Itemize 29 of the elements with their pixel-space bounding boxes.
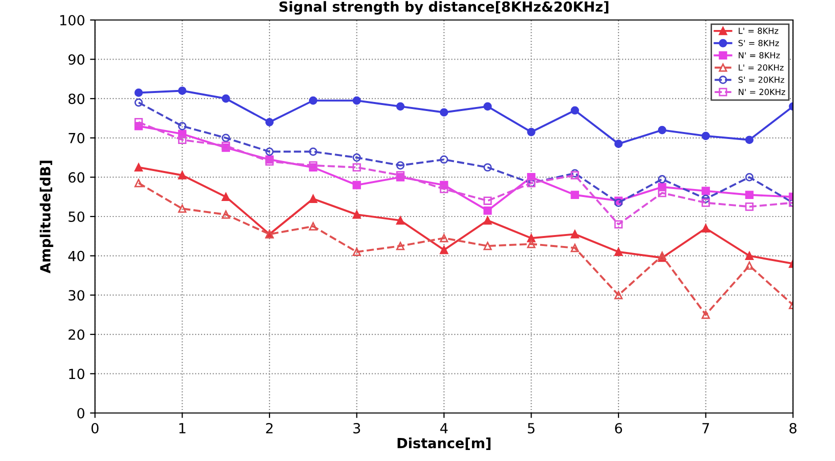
chart-title: Signal strength by distance[8KHz&20KHz] (279, 1, 608, 15)
legend-label: N' = 8KHz (738, 52, 780, 58)
x-tick-label: 3 (353, 422, 360, 434)
legend-label: S' = 8KHz (738, 40, 779, 46)
x-tick-label: 1 (179, 423, 186, 434)
y-tick-label: 100 (60, 14, 84, 26)
legend-label: L' = 20KHz (738, 64, 784, 71)
y-tick-label: 90 (68, 54, 84, 65)
legend-label: N' = 20KHz (738, 88, 786, 96)
y-tick-label: 50 (68, 211, 84, 222)
x-tick-label: 2 (266, 422, 273, 434)
y-tick-label: 30 (68, 290, 84, 301)
x-tick-label: 0 (91, 422, 98, 434)
x-tick-label: 8 (790, 422, 796, 434)
y-axis-title: Amplitude[dB] (40, 160, 54, 274)
y-tick-label: 20 (68, 329, 84, 340)
legend-label: L' = 8KHz (738, 28, 778, 34)
x-tick-label: 5 (528, 423, 534, 434)
y-tick-label: 10 (69, 368, 84, 380)
y-tick-label: 0 (77, 408, 84, 418)
x-tick-label: 7 (702, 423, 709, 434)
x-tick-label: 4 (440, 423, 448, 434)
y-tick-label: 70 (68, 132, 84, 144)
y-tick-label: 40 (68, 250, 84, 262)
legend-label: S' = 20KHz (738, 76, 784, 83)
x-tick-label: 6 (615, 422, 622, 434)
y-tick-label: 80 (68, 94, 84, 104)
y-tick-label: 60 (68, 172, 84, 183)
x-axis-title: Distance[m] (398, 438, 490, 450)
